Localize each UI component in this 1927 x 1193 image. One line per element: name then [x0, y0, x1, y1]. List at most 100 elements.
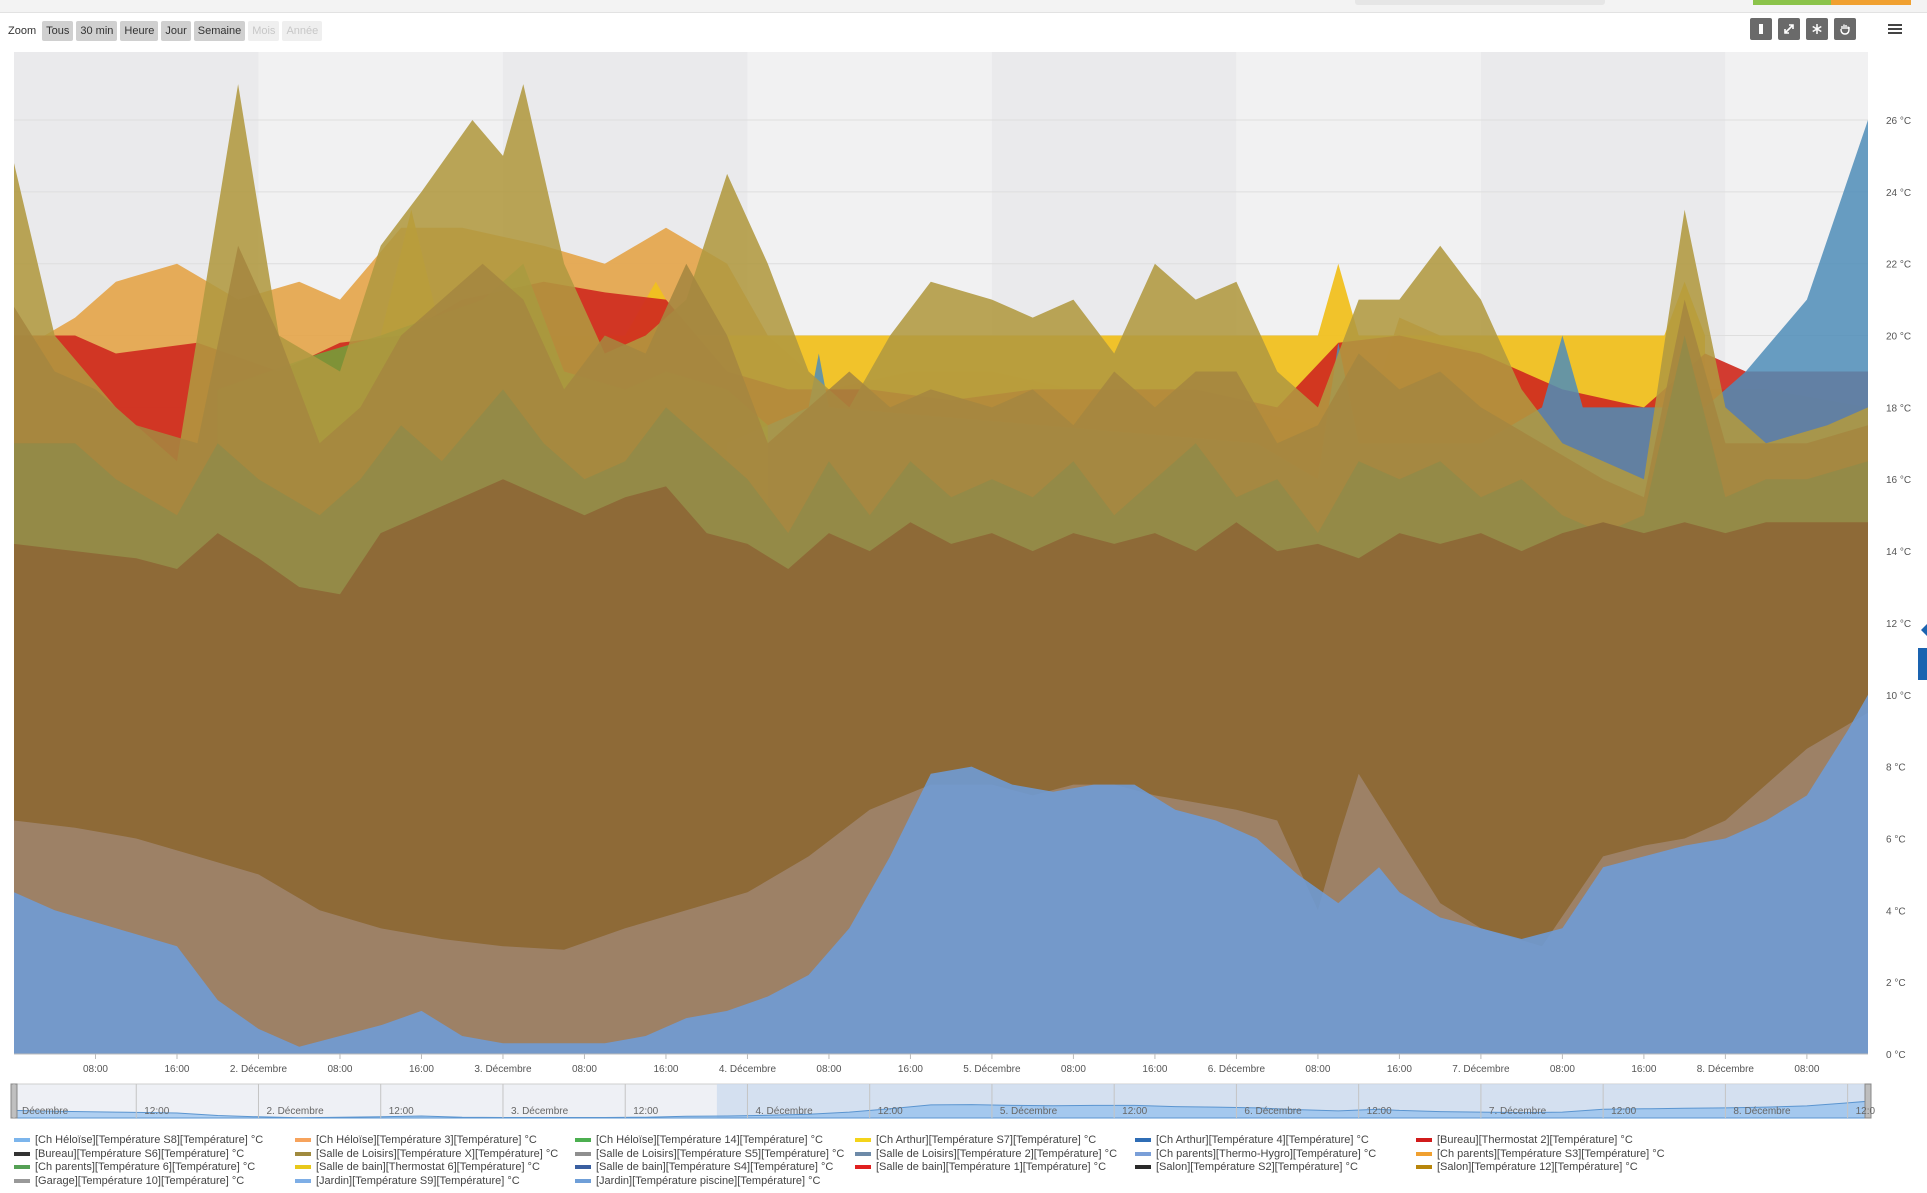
y-tick-label: 20 °C	[1886, 332, 1911, 343]
navigator-tick-label: 12:00	[389, 1106, 414, 1117]
legend-item[interactable]: [Ch Arthur][Température 4][Température] …	[1135, 1134, 1369, 1146]
legend-item[interactable]: [Bureau][Thermostat 2][Température] °C	[1416, 1134, 1633, 1146]
x-tick-label: 6. Décembre	[1208, 1064, 1266, 1075]
legend-item[interactable]: [Salle de bain][Thermostat 6][Températur…	[295, 1161, 540, 1173]
y-tick-label: 16 °C	[1886, 475, 1911, 486]
navigator-tick-label: 4. Décembre	[755, 1106, 813, 1117]
legend-item[interactable]: [Salle de bain][Température S4][Températ…	[575, 1161, 833, 1173]
legend-label: [Ch Héloïse][Température S8][Température…	[35, 1134, 264, 1146]
area-series-10[interactable]	[14, 694, 1868, 1054]
zoom-button-month: Mois	[248, 21, 280, 41]
legend-label: [Ch parents][Température S3][Température…	[1437, 1147, 1665, 1160]
legend-item[interactable]: [Ch parents][Température 6][Température]…	[14, 1161, 255, 1173]
legend-label: [Jardin][Température S9][Température] °C	[316, 1174, 520, 1187]
legend-item[interactable]: [Ch Héloïse][Température S8][Température…	[14, 1134, 263, 1146]
navigator-tick-label: 5. Décembre	[1000, 1106, 1058, 1117]
navigator-tick-label: 12:00	[1122, 1106, 1147, 1117]
navigator-tick-label: Décembre	[22, 1106, 69, 1117]
legend-label: [Salle de Loisirs][Température S5][Tempé…	[596, 1147, 845, 1160]
legend-symbol	[1416, 1138, 1432, 1142]
legend-label: [Salon][Température S2][Température] °C	[1156, 1161, 1358, 1173]
legend-item[interactable]: [Salle de Loisirs][Température S5][Tempé…	[575, 1148, 844, 1160]
search-box[interactable]	[1355, 0, 1605, 5]
side-handle-arrow-icon[interactable]	[1918, 620, 1927, 640]
x-tick-label: 2. Décembre	[230, 1064, 288, 1075]
column-icon[interactable]	[1750, 18, 1772, 40]
side-handle[interactable]	[1918, 648, 1927, 680]
legend-item[interactable]: [Ch Héloïse][Température 14][Température…	[575, 1134, 823, 1146]
navigator-tick-label: 12:00	[144, 1106, 169, 1117]
zoom-button-day[interactable]: Jour	[161, 21, 191, 41]
y-tick-label: 14 °C	[1886, 547, 1911, 558]
legend-symbol	[575, 1151, 591, 1156]
legend-item[interactable]: [Ch Héloïse][Température 3][Température]…	[295, 1134, 537, 1146]
legend-label: [Bureau][Température S6][Température] °C	[35, 1147, 245, 1160]
legend-symbol	[14, 1151, 30, 1156]
zoom-button-week[interactable]: Semaine	[193, 21, 246, 41]
legend-label: [Ch parents][Température 6][Température]…	[35, 1161, 256, 1173]
top-app-bar	[0, 0, 1927, 13]
navigator-tick-label: 7. Décembre	[1489, 1106, 1547, 1117]
zoom-button-all[interactable]: Tous	[42, 21, 74, 41]
legend-symbol	[295, 1138, 311, 1142]
chart-tools	[1750, 18, 1856, 40]
legend-label: [Salle de Loisirs][Température 2][Tempér…	[876, 1147, 1118, 1160]
legend-label: [Ch Arthur][Température 4][Température] …	[1156, 1134, 1369, 1146]
legend-item[interactable]: [Jardin][Température piscine][Températur…	[575, 1175, 821, 1187]
legend-symbol	[1135, 1138, 1151, 1142]
y-tick-label: 18 °C	[1886, 403, 1911, 414]
zoom-toolbar: Zoom Tous 30 min Heure Jour Semaine Mois…	[8, 20, 323, 42]
legend-item[interactable]: [Salle de Loisirs][Température X][Tempér…	[295, 1148, 558, 1160]
hamburger-menu-icon[interactable]	[1884, 18, 1906, 40]
y-tick-label: 12 °C	[1886, 619, 1911, 630]
zoom-button-hour[interactable]: Heure	[120, 21, 159, 41]
legend-symbol	[14, 1165, 30, 1169]
x-tick-label: 3. Décembre	[474, 1064, 532, 1075]
x-tick-label: 08:00	[572, 1064, 597, 1075]
legend-item[interactable]: [Salon][Température S2][Température] °C	[1135, 1161, 1358, 1173]
legend-label: [Bureau][Thermostat 2][Température] °C	[1437, 1134, 1633, 1146]
legend-item[interactable]: [Ch Arthur][Température S7][Température]…	[855, 1134, 1096, 1146]
legend-symbol	[295, 1178, 311, 1183]
x-tick-label: 08:00	[1305, 1064, 1330, 1075]
navigator-tick-label: 6. Décembre	[1244, 1106, 1302, 1117]
y-tick-label: 0 °C	[1886, 1050, 1906, 1061]
navigator-tick-label: 8. Décembre	[1733, 1106, 1791, 1117]
legend-item[interactable]: [Salle de bain][Température 1][Températu…	[855, 1161, 1106, 1173]
legend-item[interactable]: [Jardin][Température S9][Température] °C	[295, 1175, 520, 1187]
legend-item[interactable]: [Ch parents][Thermo-Hygro][Température] …	[1135, 1148, 1376, 1160]
legend-label: [Ch Héloïse][Température 3][Température]…	[316, 1134, 537, 1146]
legend-item[interactable]: [Salle de Loisirs][Température 2][Tempér…	[855, 1148, 1117, 1160]
hand-icon[interactable]	[1834, 18, 1856, 40]
legend-label: [Salle de Loisirs][Température X][Tempér…	[316, 1147, 559, 1160]
legend-symbol	[575, 1138, 591, 1142]
y-tick-label: 4 °C	[1886, 906, 1906, 917]
legend-label: [Ch parents][Thermo-Hygro][Température] …	[1156, 1147, 1377, 1160]
legend-item[interactable]: [Salon][Température 12][Température] °C	[1416, 1161, 1638, 1173]
x-tick-label: 08:00	[83, 1064, 108, 1075]
y-tick-label: 26 °C	[1886, 116, 1911, 127]
expand-icon[interactable]	[1778, 18, 1800, 40]
legend-label: [Jardin][Température piscine][Températur…	[596, 1174, 821, 1187]
legend-symbol	[1416, 1165, 1432, 1169]
y-tick-label: 8 °C	[1886, 763, 1906, 774]
legend-item[interactable]: [Ch parents][Température S3][Température…	[1416, 1148, 1665, 1160]
x-tick-label: 16:00	[1631, 1064, 1656, 1075]
y-tick-label: 22 °C	[1886, 260, 1911, 271]
legend-symbol	[575, 1165, 591, 1169]
x-tick-label: 08:00	[1550, 1064, 1575, 1075]
legend-symbol	[1135, 1165, 1151, 1169]
navigator-tick-label: 3. Décembre	[511, 1106, 569, 1117]
navigator-tick-label: 12:00	[1611, 1106, 1636, 1117]
navigator-tick-label: 12:0	[1856, 1106, 1876, 1117]
snowflake-icon[interactable]	[1806, 18, 1828, 40]
navigator-handle-right[interactable]	[1864, 1083, 1872, 1119]
zoom-button-30min[interactable]: 30 min	[76, 21, 118, 41]
legend-item[interactable]: [Bureau][Température S6][Température] °C	[14, 1148, 244, 1160]
y-tick-label: 24 °C	[1886, 188, 1911, 199]
x-tick-label: 16:00	[164, 1064, 189, 1075]
legend-item[interactable]: [Garage][Température 10][Température] °C	[14, 1175, 244, 1187]
x-tick-label: 08:00	[1061, 1064, 1086, 1075]
status-indicator-green	[1753, 0, 1831, 5]
